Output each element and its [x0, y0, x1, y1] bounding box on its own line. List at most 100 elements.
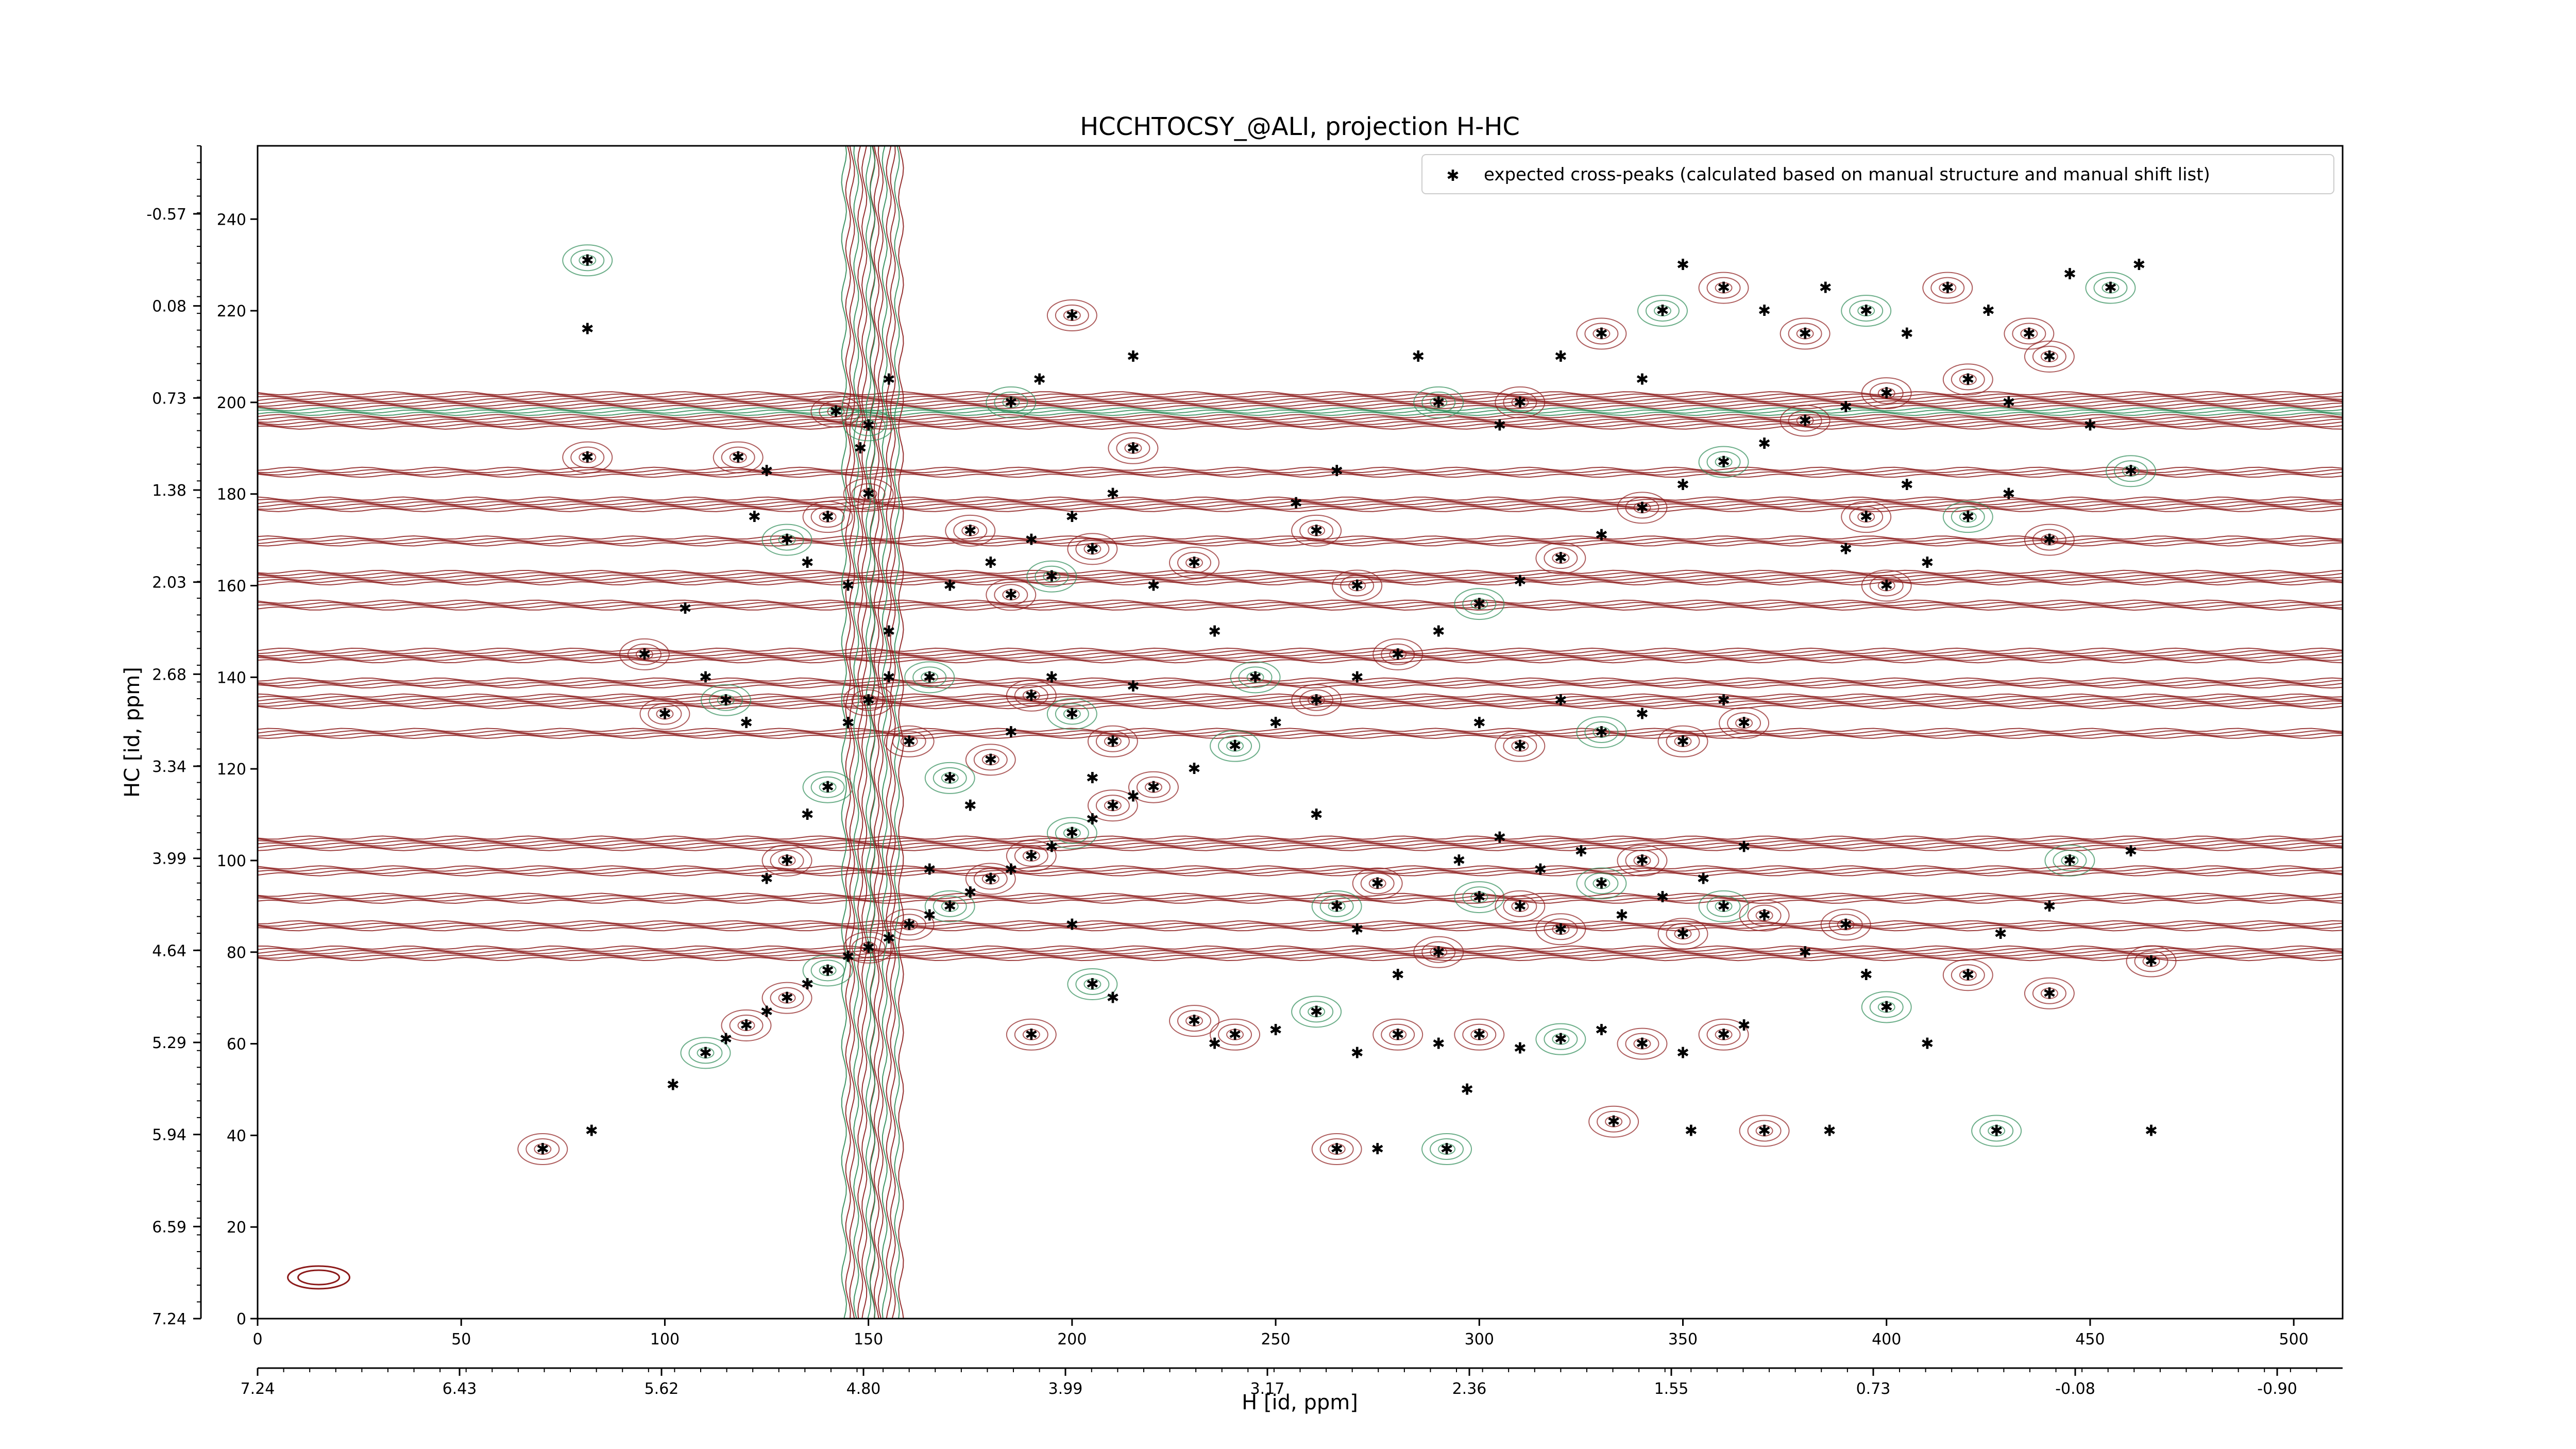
cross-peak-point: ✱ [1901, 476, 1913, 494]
cross-peak-point: ✱ [2124, 462, 2137, 480]
plot-frame [257, 145, 2344, 1320]
cross-peak-point: ✱ [1033, 370, 1046, 389]
cross-peak-point: ✱ [1005, 586, 1018, 604]
cross-peak-point: ✱ [719, 692, 732, 710]
cross-peak-point: ✱ [903, 733, 916, 751]
cross-peak-point: ✱ [1595, 723, 1608, 742]
cross-peak-point: ✱ [1106, 733, 1119, 751]
cross-peak-point: ✱ [581, 321, 594, 339]
cross-peak-point: ✱ [1636, 499, 1649, 517]
cross-peak-point: ✱ [1860, 302, 1873, 320]
cross-peak-point: ✱ [1860, 966, 1873, 984]
cross-peak-point: ✱ [943, 577, 956, 595]
cross-peak-point: ✱ [1045, 668, 1058, 686]
cross-peak-point: ✱ [1147, 779, 1160, 797]
cross-peak-point: ✱ [1514, 394, 1527, 412]
cross-peak-point: ✱ [1127, 787, 1140, 805]
x-tick-label: 350 [1668, 1330, 1698, 1349]
cross-peak-point: ✱ [1554, 1031, 1567, 1049]
cross-peak-point: ✱ [1823, 1122, 1836, 1140]
cross-peak-point: ✱ [2145, 1122, 2158, 1140]
x-tick-label: 150 [854, 1330, 883, 1349]
cross-peak-point: ✱ [1819, 279, 1832, 297]
y-ppm-tick-label: 4.64 [152, 942, 187, 960]
cross-peak-point: ✱ [1392, 966, 1404, 984]
cross-peak-point: ✱ [821, 508, 834, 526]
cross-peak-point: ✱ [2043, 985, 2056, 1003]
cross-peak-point: ✱ [1685, 1122, 1698, 1140]
y-ppm-tick-label: -0.57 [146, 206, 187, 224]
cross-peak-point: ✱ [1514, 898, 1527, 916]
cross-peak-point: ✱ [1086, 811, 1099, 829]
cross-peak-point: ✱ [2083, 416, 2096, 434]
cross-peak-point: ✱ [1310, 522, 1323, 540]
y-ppm-tick-label: 0.73 [152, 390, 187, 408]
y-tick-label: 200 [217, 394, 246, 412]
x-tick-label: 500 [2279, 1330, 2309, 1349]
y-ppm-tick-label: 3.99 [152, 850, 187, 868]
cross-peak-point: ✱ [883, 930, 895, 948]
x-axis-ppm-ticks: 7.24 6.43 5.62 4.80 3.99 3.17 2.36 1.55 0.73 -0.0… [241, 1368, 2317, 1398]
cross-peak-point: ✱ [1473, 714, 1486, 732]
cross-peak-point: ✱ [1005, 861, 1018, 879]
cross-peak-point: ✱ [2104, 279, 2117, 297]
cross-peak-point: ✱ [760, 462, 773, 480]
cross-peak-point: ✱ [1106, 797, 1119, 815]
cross-peak-point: ✱ [1697, 870, 1709, 888]
legend-label: expected cross-peaks (calculated based o… [1484, 164, 2210, 185]
cross-peak-point: ✱ [1432, 1035, 1445, 1053]
cross-peak-point: ✱ [1676, 256, 1689, 274]
x-tick-label: 300 [1465, 1330, 1494, 1349]
cross-peak-point: ✱ [1208, 1035, 1221, 1053]
y-tick-label: 140 [217, 669, 246, 687]
cross-peak-point: ✱ [1106, 989, 1119, 1007]
cross-peak-point: ✱ [1005, 723, 1018, 742]
cross-peak-point: ✱ [732, 449, 744, 467]
cross-peak-point: ✱ [1086, 975, 1099, 993]
cross-peak-point: ✱ [1839, 540, 1852, 558]
cross-peak-point: ✱ [1737, 838, 1750, 856]
cross-peak-point: ✱ [740, 1017, 753, 1035]
cross-peak-point: ✱ [1961, 370, 1974, 389]
cross-peak-point: ✱ [1127, 440, 1140, 458]
cross-peak-point: ✱ [964, 797, 977, 815]
cross-peak-point: ✱ [1310, 806, 1323, 824]
y-axis-ppm-ticks: 7.24 6.59 5.94 5.29 4.64 3.99 3.34 2.68 2.03 1.38… [146, 145, 201, 1328]
cross-peak-point: ✱ [1941, 279, 1954, 297]
cross-peak-point: ✱ [1860, 508, 1873, 526]
cross-peak-point: ✱ [1473, 888, 1486, 906]
cross-peak-point: ✱ [1228, 1026, 1241, 1044]
cross-peak-point: ✱ [862, 692, 875, 710]
y-tick-label: 240 [217, 211, 246, 229]
cross-peak-point: ✱ [1595, 325, 1608, 343]
cross-peak-point: ✱ [1493, 416, 1506, 434]
cross-peak-point: ✱ [1473, 595, 1486, 613]
chart-title: HCCHTOCSY_@ALI, projection H-HC [1080, 112, 1520, 141]
cross-peak-point: ✱ [1310, 692, 1323, 710]
cross-peak-point: ✱ [1432, 943, 1445, 962]
cross-peak-point: ✱ [719, 1031, 732, 1049]
cross-peak-point: ✱ [1717, 453, 1730, 471]
y-tick-label: 40 [227, 1127, 246, 1145]
cross-peak-point: ✱ [1086, 540, 1099, 558]
cross-peak-point: ✱ [581, 251, 594, 269]
cross-peak-point: ✱ [1595, 874, 1608, 892]
cross-peak-point: ✱ [1676, 733, 1689, 751]
cross-peak-point: ✱ [781, 852, 793, 870]
cross-peak-point: ✱ [883, 622, 895, 641]
cross-peak-point: ✱ [964, 884, 977, 902]
cross-peak-point: ✱ [821, 779, 834, 797]
cross-peak-point: ✱ [667, 1076, 680, 1094]
cross-peak-point: ✱ [2043, 531, 2056, 549]
cross-peak-point: ✱ [536, 1140, 549, 1158]
cross-peak-point: ✱ [1880, 577, 1893, 595]
cross-peak-point: ✱ [1554, 920, 1567, 938]
cross-peak-point: ✱ [1412, 348, 1425, 366]
y-tick-label: 120 [217, 761, 246, 779]
cross-peak-point: ✱ [1758, 302, 1771, 320]
cross-peak-point: ✱ [1392, 1026, 1404, 1044]
cross-peak-point: ✱ [842, 714, 855, 732]
cross-peak-point: ✱ [1554, 549, 1567, 567]
cross-peak-point: ✱ [1269, 1021, 1282, 1039]
cross-peak-point: ✱ [1025, 687, 1038, 705]
